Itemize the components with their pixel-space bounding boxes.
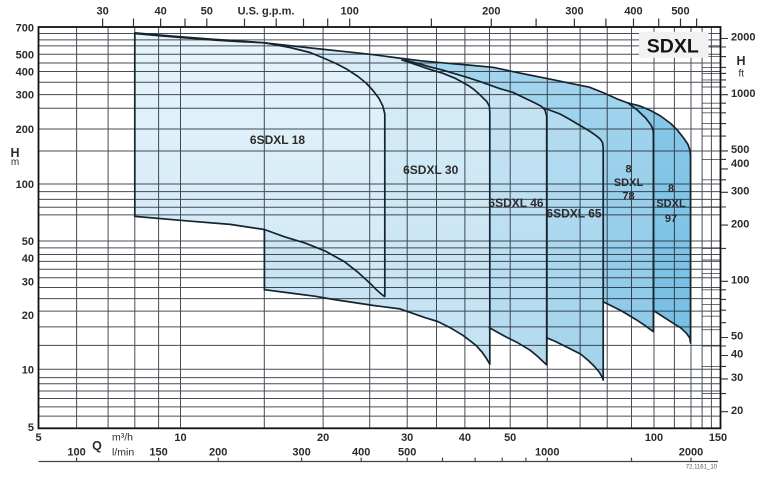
svg-text:6SDXL 18: 6SDXL 18: [250, 133, 305, 147]
svg-text:50: 50: [731, 331, 743, 343]
svg-text:1000: 1000: [535, 447, 559, 459]
svg-text:400: 400: [352, 447, 370, 459]
svg-text:300: 300: [16, 90, 34, 102]
svg-text:78: 78: [622, 191, 634, 203]
svg-text:Q: Q: [92, 439, 102, 453]
svg-text:2000: 2000: [679, 447, 703, 459]
svg-text:5: 5: [28, 422, 34, 434]
svg-text:300: 300: [292, 447, 310, 459]
svg-text:30: 30: [22, 276, 34, 288]
svg-text:30: 30: [401, 432, 413, 444]
svg-text:400: 400: [16, 67, 34, 79]
svg-text:1000: 1000: [731, 88, 755, 100]
svg-text:m³/h: m³/h: [112, 432, 133, 444]
svg-text:500: 500: [16, 49, 34, 61]
svg-text:SDXL: SDXL: [614, 177, 644, 189]
svg-text:SDXL: SDXL: [656, 198, 686, 210]
svg-text:200: 200: [731, 218, 749, 230]
svg-text:100: 100: [645, 432, 663, 444]
svg-text:300: 300: [565, 6, 583, 18]
svg-text:l/min: l/min: [112, 447, 134, 459]
svg-text:50: 50: [201, 6, 213, 18]
svg-text:2000: 2000: [731, 32, 755, 44]
svg-text:100: 100: [16, 179, 34, 191]
svg-text:200: 200: [482, 6, 500, 18]
svg-text:SDXL: SDXL: [647, 35, 699, 57]
svg-text:100: 100: [731, 275, 749, 287]
svg-text:10: 10: [174, 432, 186, 444]
svg-text:40: 40: [731, 349, 743, 361]
svg-text:40: 40: [22, 253, 34, 265]
svg-text:500: 500: [671, 6, 689, 18]
svg-text:150: 150: [709, 432, 727, 444]
svg-text:100: 100: [67, 447, 85, 459]
svg-text:97: 97: [665, 213, 677, 225]
svg-text:6SDXL 30: 6SDXL 30: [403, 163, 458, 177]
svg-text:50: 50: [22, 236, 34, 248]
svg-text:100: 100: [341, 6, 359, 18]
svg-text:30: 30: [96, 6, 108, 18]
svg-text:20: 20: [22, 310, 34, 322]
svg-text:H: H: [10, 146, 19, 160]
svg-text:30: 30: [731, 372, 743, 384]
svg-text:72.1161_10: 72.1161_10: [686, 465, 718, 471]
svg-text:200: 200: [209, 447, 227, 459]
svg-text:500: 500: [398, 447, 416, 459]
svg-text:400: 400: [624, 6, 642, 18]
svg-text:700: 700: [16, 22, 34, 34]
svg-text:150: 150: [149, 447, 167, 459]
svg-text:U.S. g.p.m.: U.S. g.p.m.: [238, 6, 295, 18]
svg-text:H: H: [737, 54, 746, 68]
svg-text:500: 500: [731, 144, 749, 156]
svg-text:20: 20: [731, 405, 743, 417]
svg-text:5: 5: [35, 432, 41, 444]
svg-text:20: 20: [317, 432, 329, 444]
svg-text:8: 8: [668, 183, 674, 195]
svg-text:50: 50: [504, 432, 516, 444]
svg-text:8: 8: [625, 164, 631, 176]
svg-text:40: 40: [154, 6, 166, 18]
svg-text:6SDXL 65: 6SDXL 65: [546, 207, 601, 221]
svg-text:300: 300: [731, 186, 749, 198]
svg-text:400: 400: [731, 158, 749, 170]
svg-text:200: 200: [16, 124, 34, 136]
svg-text:6SDXL 46: 6SDXL 46: [488, 196, 543, 210]
svg-text:40: 40: [459, 432, 471, 444]
svg-text:10: 10: [22, 364, 34, 376]
svg-text:ft: ft: [739, 69, 745, 80]
svg-text:m: m: [11, 157, 19, 168]
